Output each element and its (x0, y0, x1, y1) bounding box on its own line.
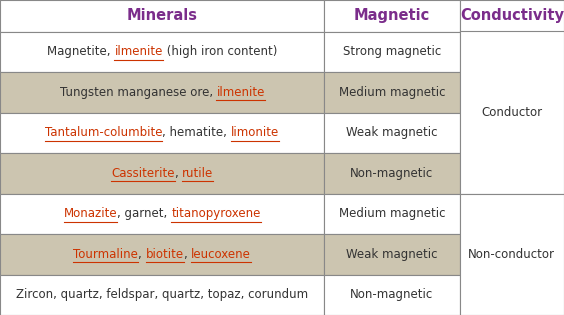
Bar (460, 0, 564, 32)
Bar (324, 274, 460, 315)
Text: Minerals: Minerals (127, 8, 197, 23)
Bar (0, 234, 324, 274)
Text: Conductor: Conductor (481, 106, 543, 119)
Text: Weak magnetic: Weak magnetic (346, 126, 438, 139)
Text: , garnet,: , garnet, (117, 207, 171, 220)
Text: Non-conductor: Non-conductor (468, 248, 556, 261)
Bar (0, 0, 564, 32)
Text: ,: , (138, 248, 146, 261)
Text: Medium magnetic: Medium magnetic (339, 207, 445, 220)
Text: Tantalum-columbite: Tantalum-columbite (45, 126, 162, 139)
Text: Medium magnetic: Medium magnetic (339, 86, 445, 99)
Bar (460, 32, 564, 193)
Bar (324, 112, 460, 153)
Bar (0, 32, 324, 72)
Text: Non-magnetic: Non-magnetic (350, 288, 434, 301)
Bar (324, 32, 460, 72)
Text: Cassiterite: Cassiterite (111, 167, 174, 180)
Text: biotite: biotite (146, 248, 184, 261)
Bar (0, 153, 324, 193)
Text: Weak magnetic: Weak magnetic (346, 248, 438, 261)
Bar (324, 234, 460, 274)
Text: Tourmaline: Tourmaline (73, 248, 138, 261)
Bar (324, 0, 460, 32)
Bar (324, 72, 460, 112)
Bar (460, 193, 564, 315)
Text: ilmenite: ilmenite (217, 86, 265, 99)
Bar (324, 153, 460, 193)
Bar (324, 193, 460, 234)
Text: ,: , (184, 248, 191, 261)
Text: rutile: rutile (182, 167, 213, 180)
Text: limonite: limonite (231, 126, 279, 139)
Text: Tungsten manganese ore,: Tungsten manganese ore, (60, 86, 217, 99)
Bar (0, 72, 324, 112)
Text: , hematite,: , hematite, (162, 126, 231, 139)
Text: Strong magnetic: Strong magnetic (343, 45, 441, 58)
Bar (0, 193, 324, 234)
Bar (0, 0, 324, 32)
Text: (high iron content): (high iron content) (163, 45, 277, 58)
Bar (0, 274, 324, 315)
Text: ,: , (174, 167, 182, 180)
Text: Zircon, quartz, feldspar, quartz, topaz, corundum: Zircon, quartz, feldspar, quartz, topaz,… (16, 288, 308, 301)
Bar (0, 112, 324, 153)
Text: leucoxene: leucoxene (191, 248, 251, 261)
Text: Magnetic: Magnetic (354, 8, 430, 23)
Text: Non-magnetic: Non-magnetic (350, 167, 434, 180)
Text: Monazite: Monazite (64, 207, 117, 220)
Text: Conductivity: Conductivity (460, 8, 564, 23)
Text: ilmenite: ilmenite (114, 45, 163, 58)
Text: Magnetite,: Magnetite, (47, 45, 114, 58)
Text: titanopyroxene: titanopyroxene (171, 207, 261, 220)
